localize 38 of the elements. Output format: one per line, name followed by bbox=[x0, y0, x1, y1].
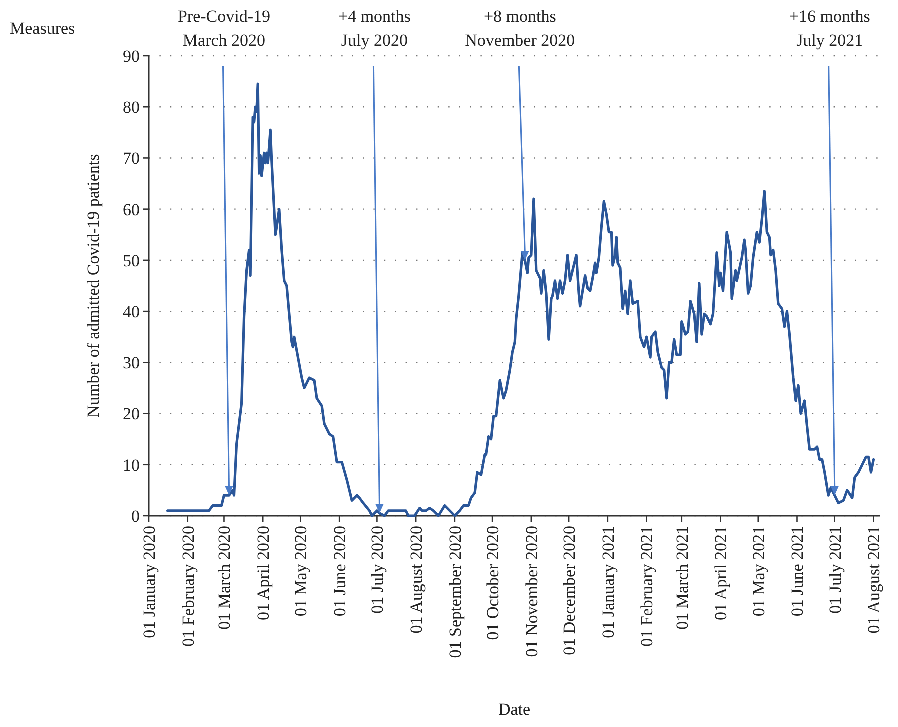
text: Measures bbox=[10, 19, 76, 38]
x-tick-label: 01 November 2020 bbox=[522, 526, 542, 658]
x-tick-label: 01 March 2020 bbox=[215, 526, 234, 630]
annotation: +8 months November 2020 bbox=[465, 7, 576, 50]
annotation: Pre-Covid-19 March 2020 bbox=[178, 7, 271, 50]
y-tick-label: 60 bbox=[123, 200, 140, 220]
x-tick-label: 01 August 2020 bbox=[407, 526, 426, 634]
x-tick-label: 01 July 2020 bbox=[368, 526, 388, 614]
x-tick-label: 01 June 2020 bbox=[330, 526, 350, 617]
y-tick-label: 70 bbox=[123, 149, 140, 168]
line-series bbox=[166, 82, 876, 518]
annotation: +4 months July 2020 bbox=[338, 7, 411, 50]
x-tick-label: 01 January 2021 bbox=[598, 526, 618, 638]
x-tick-label: 01 August 2021 bbox=[864, 526, 884, 634]
x-axis-title: Date bbox=[498, 700, 531, 719]
x-tick-label: 01 January 2020 bbox=[140, 526, 159, 638]
annotation: +16 months July 2021 bbox=[789, 7, 870, 50]
x-tick-label: 01 March 2021 bbox=[672, 526, 692, 630]
y-tick-label: 50 bbox=[123, 251, 140, 270]
x-tick-label: 01 April 2020 bbox=[254, 526, 274, 620]
x-tick-label: 01 February 2021 bbox=[638, 526, 657, 647]
y-tick-label: 0 bbox=[132, 506, 140, 526]
y-tick-label: 90 bbox=[123, 46, 140, 66]
x-tick-label: 01 May 2020 bbox=[292, 526, 311, 617]
x-tick-label: 01 September 2020 bbox=[446, 526, 465, 658]
y-tick-label: 30 bbox=[123, 354, 140, 373]
x-tick-label: 01 May 2021 bbox=[749, 526, 768, 617]
x-tick-label: 01 April 2021 bbox=[712, 526, 731, 620]
y-tick-label: 20 bbox=[123, 404, 140, 424]
x-tick-label: 01 July 2021 bbox=[826, 526, 845, 614]
y-axis-title: Number of admitted Covid-19 patients bbox=[84, 154, 103, 418]
x-tick-label: 01 February 2020 bbox=[178, 526, 198, 647]
x-tick-label: 01 June 2021 bbox=[788, 526, 808, 617]
x-tick-label: 01 October 2020 bbox=[484, 526, 503, 640]
y-tick-label: 10 bbox=[123, 456, 140, 475]
y-tick-label: 40 bbox=[123, 302, 140, 322]
y-tick-label: 80 bbox=[123, 98, 140, 118]
x-tick-label: 01 December 2020 bbox=[560, 526, 579, 656]
